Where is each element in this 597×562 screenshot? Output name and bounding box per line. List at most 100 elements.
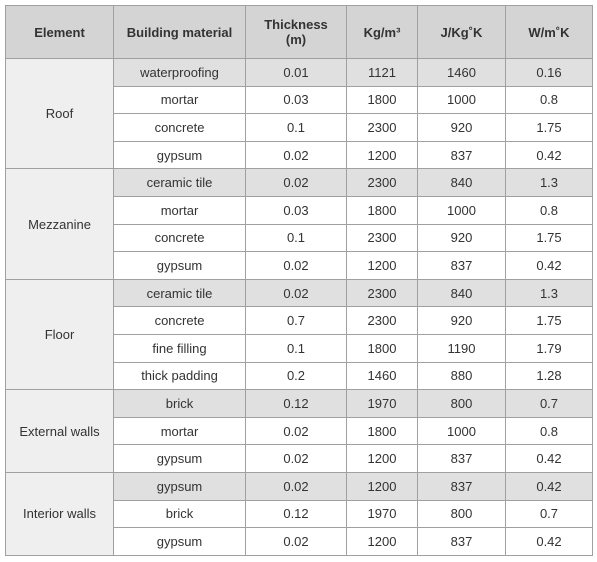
value-cell: 0.8 (505, 416, 593, 446)
value-cell: 0.02 (245, 527, 347, 556)
material-cell: concrete (113, 306, 246, 335)
value-cell: 837 (417, 471, 506, 501)
header-cell: Thickness (m) (245, 5, 347, 59)
value-cell: 1.3 (505, 278, 593, 308)
material-cell: gypsum (113, 527, 246, 556)
material-cell: gypsum (113, 471, 246, 501)
value-cell: 1200 (346, 444, 418, 473)
value-cell: 1.75 (505, 306, 593, 335)
value-cell: 1000 (417, 195, 506, 225)
material-cell: thick padding (113, 361, 246, 391)
table-row: mortar 0.03 1800 1000 0.8 (6, 85, 593, 115)
value-cell: 0.02 (245, 168, 347, 197)
table-row: concrete 0.1 2300 920 1.75 (6, 113, 593, 142)
material-cell: gypsum (113, 140, 246, 170)
value-cell: 0.02 (245, 471, 347, 501)
value-cell: 1970 (346, 499, 418, 529)
header-cell: W/m˚K (505, 5, 593, 59)
table-row: thick padding 0.2 1460 880 1.28 (6, 361, 593, 391)
value-cell: 0.8 (505, 85, 593, 115)
value-cell: 1200 (346, 140, 418, 170)
value-cell: 837 (417, 140, 506, 170)
header-cell: Kg/m³ (346, 5, 418, 59)
value-cell: 1200 (346, 471, 418, 501)
value-cell: 0.02 (245, 278, 347, 308)
header-row: Element Building material Thickness (m) Kg/… (5, 5, 593, 59)
value-cell: 0.02 (245, 251, 347, 280)
value-cell: 1800 (346, 416, 418, 446)
table-row: brick 0.12 1970 800 0.7 (6, 499, 593, 529)
table-row: Mezzanine ceramic tile 0.02 2300 840 1.3 (5, 168, 593, 280)
value-cell: 1.75 (505, 113, 593, 142)
value-cell: 880 (417, 361, 506, 391)
header-cell: Element (5, 5, 114, 59)
value-cell: 1460 (417, 58, 506, 87)
value-cell: 0.42 (505, 444, 593, 473)
value-cell: 0.8 (505, 195, 593, 225)
value-cell: 800 (417, 499, 506, 529)
value-cell: 1.28 (505, 361, 593, 391)
material-cell: ceramic tile (113, 278, 246, 308)
material-cell: concrete (113, 113, 246, 142)
value-cell: 0.01 (245, 58, 347, 87)
value-cell: 0.7 (245, 306, 347, 335)
material-cell: fine filling (113, 333, 246, 363)
value-cell: 1800 (346, 333, 418, 363)
value-cell: 1800 (346, 85, 418, 115)
value-cell: 1200 (346, 251, 418, 280)
value-cell: 1121 (346, 58, 418, 87)
value-cell: 0.7 (505, 499, 593, 529)
element-cell: Floor (5, 278, 114, 391)
value-cell: 837 (417, 251, 506, 280)
value-cell: 1460 (346, 361, 418, 391)
value-cell: 1.79 (505, 333, 593, 363)
value-cell: 0.02 (245, 416, 347, 446)
table-row: External walls brick 0.12 1970 800 0.7 (5, 389, 593, 473)
value-cell: 1.3 (505, 168, 593, 197)
value-cell: 0.1 (245, 333, 347, 363)
value-cell: 840 (417, 278, 506, 308)
value-cell: 0.03 (245, 195, 347, 225)
table-row: mortar 0.02 1800 1000 0.8 (6, 416, 593, 446)
value-cell: 2300 (346, 223, 418, 253)
value-cell: 0.1 (245, 113, 347, 142)
value-cell: 0.16 (505, 58, 593, 87)
value-cell: 1970 (346, 389, 418, 418)
material-cell: mortar (113, 195, 246, 225)
material-cell: brick (113, 499, 246, 529)
value-cell: 920 (417, 223, 506, 253)
value-cell: 0.1 (245, 223, 347, 253)
element-cell: External walls (5, 389, 114, 473)
table-row: gypsum 0.02 1200 837 0.42 (6, 444, 593, 473)
value-cell: 0.7 (505, 389, 593, 418)
table-row: gypsum 0.02 1200 837 0.42 (6, 527, 593, 556)
table-row: Roof waterproofing 0.01 1121 1460 0.16 (5, 57, 593, 170)
table-row: concrete 0.1 2300 920 1.75 (6, 223, 593, 253)
element-cell: Mezzanine (5, 168, 114, 280)
value-cell: 2300 (346, 168, 418, 197)
value-cell: 0.42 (505, 140, 593, 170)
value-cell: 1800 (346, 195, 418, 225)
material-cell: ceramic tile (113, 168, 246, 197)
value-cell: 0.42 (505, 527, 593, 556)
table-row: gypsum 0.02 1200 837 0.42 (6, 140, 593, 170)
table-row: mortar 0.03 1800 1000 0.8 (6, 195, 593, 225)
material-cell: gypsum (113, 251, 246, 280)
material-cell: waterproofing (113, 58, 246, 87)
element-cell: Interior walls (5, 471, 114, 556)
material-cell: concrete (113, 223, 246, 253)
table-row: Floor ceramic tile 0.02 2300 840 1.3 (5, 278, 593, 391)
value-cell: 2300 (346, 278, 418, 308)
material-cell: brick (113, 389, 246, 418)
value-cell: 840 (417, 168, 506, 197)
material-cell: mortar (113, 416, 246, 446)
value-cell: 1200 (346, 527, 418, 556)
material-table: Element Building material Thickness (m) Kg/… (5, 5, 593, 556)
value-cell: 1000 (417, 416, 506, 446)
table-row: Interior walls gypsum 0.02 1200 837 0.42 (5, 471, 593, 556)
material-cell: mortar (113, 85, 246, 115)
value-cell: 2300 (346, 306, 418, 335)
material-cell: gypsum (113, 444, 246, 473)
value-cell: 0.12 (245, 499, 347, 529)
